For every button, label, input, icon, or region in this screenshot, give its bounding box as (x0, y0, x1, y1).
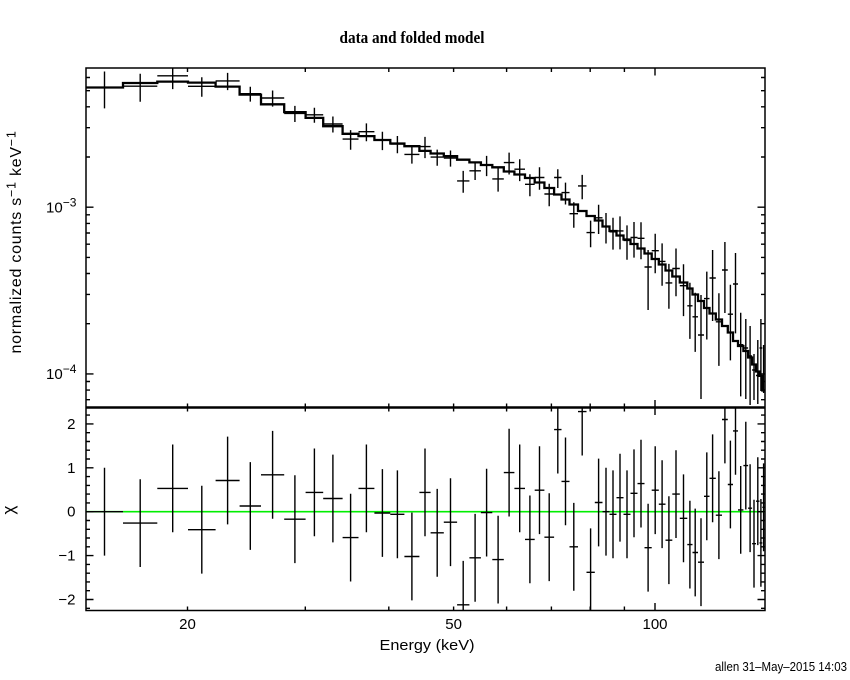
svg-text:χ: χ (0, 505, 18, 514)
svg-text:2: 2 (67, 416, 75, 433)
svg-text:20: 20 (179, 616, 196, 633)
svg-text:normalized counts s−1 keV−1: normalized counts s−1 keV−1 (5, 130, 26, 353)
svg-text:−2: −2 (58, 592, 75, 609)
svg-text:data and folded model: data and folded model (340, 28, 485, 47)
svg-text:100: 100 (642, 616, 667, 633)
svg-text:1: 1 (67, 460, 75, 477)
svg-text:0: 0 (67, 504, 75, 521)
svg-text:−1: −1 (58, 548, 75, 565)
svg-text:Energy (keV): Energy (keV) (380, 637, 475, 654)
svg-text:50: 50 (445, 616, 462, 633)
svg-text:allen 31–May–2015 14:03: allen 31–May–2015 14:03 (715, 660, 847, 674)
